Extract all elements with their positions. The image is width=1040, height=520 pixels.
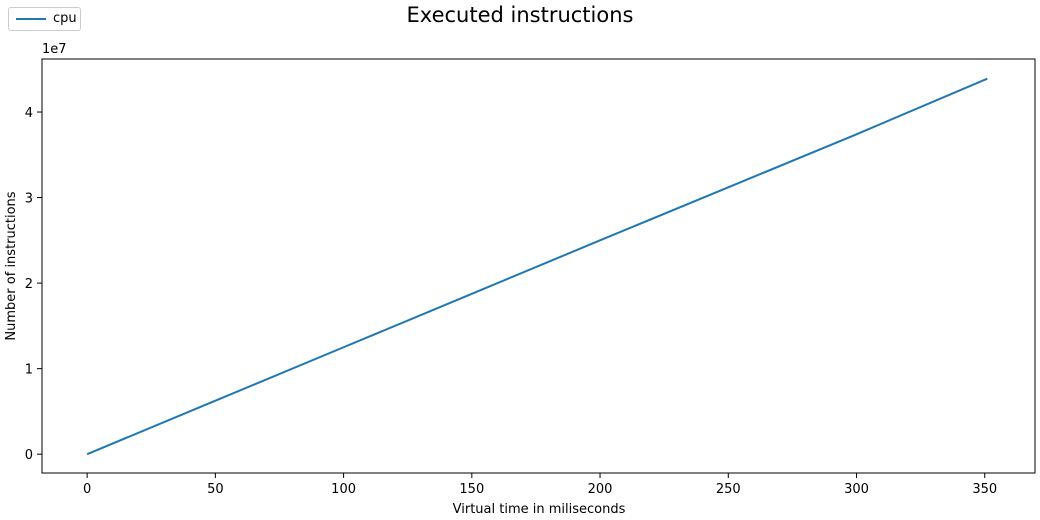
- x-tick-label: 250: [716, 482, 741, 497]
- plot-area-frame: [41, 58, 1036, 474]
- chart-title: Executed instructions: [407, 3, 634, 27]
- x-axis-label: Virtual time in miliseconds: [453, 502, 626, 517]
- series-line-cpu: [86, 77, 988, 456]
- legend: cpu: [8, 7, 81, 31]
- legend-label-cpu: cpu: [53, 11, 77, 26]
- y-axis-offset-label: 1e7: [42, 42, 67, 57]
- y-tick-label: 2: [25, 277, 33, 292]
- y-tick-label: 4: [25, 106, 33, 121]
- x-tick-label: 150: [459, 482, 484, 497]
- y-axis-label: Number of instructions: [4, 191, 19, 340]
- x-tick-label: 200: [588, 482, 613, 497]
- legend-swatch-cpu: [16, 18, 46, 20]
- y-tick-label: 0: [25, 448, 33, 463]
- x-tick-label: 50: [207, 482, 224, 497]
- x-tick-label: 0: [83, 482, 91, 497]
- y-tick-label: 3: [25, 192, 33, 207]
- x-tick-label: 350: [972, 482, 997, 497]
- y-tick-label: 1: [25, 363, 33, 378]
- x-tick-label: 300: [844, 482, 869, 497]
- x-tick-label: 100: [331, 482, 356, 497]
